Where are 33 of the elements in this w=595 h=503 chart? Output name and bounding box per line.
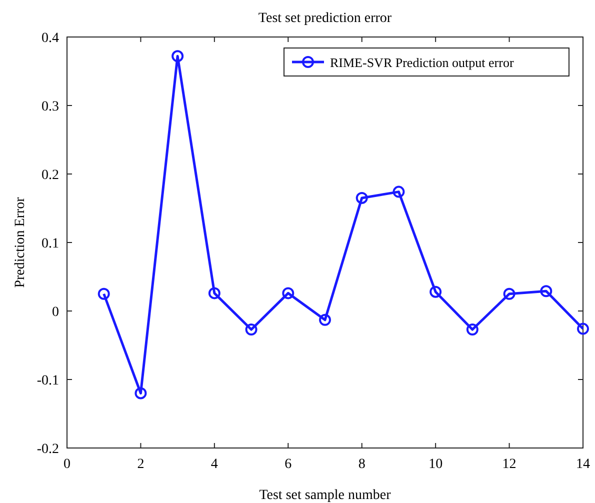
point xyxy=(98,288,110,300)
y-tick-label: 0 xyxy=(52,305,59,320)
y-tick-label: -0.1 xyxy=(36,374,59,388)
chart-title: Test set prediction error xyxy=(258,11,392,26)
x-tick-label: 8 xyxy=(358,457,366,472)
point xyxy=(245,323,258,336)
point xyxy=(577,322,589,335)
point xyxy=(208,287,220,300)
point xyxy=(319,314,331,326)
y-tick-label: 0.3 xyxy=(42,100,59,114)
y-tick-label: 0.1 xyxy=(42,236,59,252)
x-tick-label: 10 xyxy=(428,457,443,472)
x-tick-label: 0 xyxy=(64,457,70,472)
point xyxy=(540,285,552,298)
x-axis-title: Test set sample number xyxy=(259,488,392,503)
y-axis-title: Prediction Error xyxy=(13,196,28,288)
x-tick-label: 12 xyxy=(502,457,516,472)
y-tick-label: 0.2 xyxy=(42,168,59,183)
point xyxy=(134,387,147,400)
x-tick-label: 2 xyxy=(137,457,144,472)
x-tick-label: 6 xyxy=(284,457,292,472)
x-tick-label: 4 xyxy=(210,457,218,472)
y-tick-label: 0.4 xyxy=(42,31,59,46)
y-tick-label: -0.2 xyxy=(36,442,59,457)
point xyxy=(503,288,516,300)
point xyxy=(356,192,368,204)
point xyxy=(282,287,294,300)
point xyxy=(430,286,442,298)
legend-label: RIME-SVR Prediction output error xyxy=(330,55,514,70)
x-tick-label: 14 xyxy=(576,457,590,472)
point xyxy=(392,186,405,198)
point xyxy=(466,323,478,336)
point xyxy=(172,50,184,62)
